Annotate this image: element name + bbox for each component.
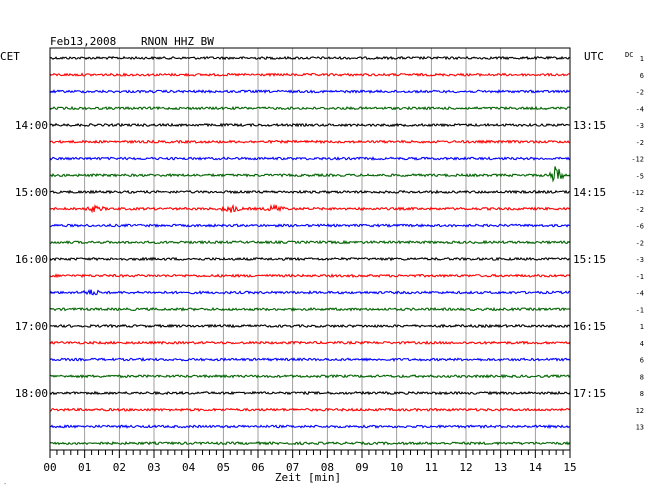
- dc-offset-label: 6: [640, 357, 644, 365]
- x-tick-label: 07: [286, 461, 299, 474]
- trace-line: [49, 356, 571, 362]
- trace-line: [49, 340, 571, 346]
- x-axis-title: Zeit [min]: [275, 471, 341, 484]
- cet-label: CET: [0, 50, 20, 63]
- cet-time-label: 16:00: [15, 253, 48, 266]
- dc-offset-label: 1: [640, 55, 644, 63]
- x-tick-label: 12: [459, 461, 472, 474]
- trace-line: [49, 189, 571, 195]
- utc-label: UTC: [584, 50, 604, 63]
- cet-time-label: 18:00: [15, 387, 48, 400]
- trace-line: [49, 288, 571, 296]
- x-tick-label: 09: [355, 461, 368, 474]
- trace-line: [49, 373, 571, 379]
- dc-offset-label: -6: [636, 223, 644, 231]
- x-tick-label: 11: [425, 461, 438, 474]
- x-tick-label: 00: [43, 461, 56, 474]
- dc-offset-label: -4: [636, 105, 644, 113]
- dc-offset-labels: 1 6 -2 -4 -3 -2 -12 -5 -12 -2 -6 -2 -3 -1 -4 -1 1 4 6 8 8 12 1…: [631, 55, 644, 432]
- dc-offset-label: 8: [640, 373, 644, 381]
- trace-line: [49, 203, 571, 214]
- dc-offset-label: 1: [640, 323, 644, 331]
- trace-line: [49, 306, 571, 312]
- utc-time-label: 15:15: [573, 253, 606, 266]
- x-tick-label: 14: [529, 461, 543, 474]
- dc-offset-label: -5: [636, 172, 644, 180]
- x-tick-label: 03: [147, 461, 160, 474]
- trace-line: [49, 423, 571, 430]
- dc-offset-label: -1: [636, 273, 644, 281]
- x-tick-label: 05: [217, 461, 230, 474]
- date-label: Feb13,2008: [50, 35, 116, 48]
- utc-time-label: 13:15: [573, 119, 606, 132]
- trace-line: [49, 72, 571, 78]
- trace-line: [49, 89, 571, 94]
- dc-offset-label: -2: [636, 139, 644, 147]
- station-label: RNON HHZ BW: [141, 35, 214, 48]
- corner-mark: ′: [3, 482, 7, 490]
- dc-offset-label: -4: [636, 290, 644, 298]
- x-axis: 00 01 02 03 04 05 06 07 08 09 10 11 12 13 14 15: [43, 450, 577, 474]
- plot-frame: [49, 47, 571, 451]
- dc-offset-label: -2: [636, 89, 644, 97]
- dc-offset-label: 13: [636, 424, 644, 432]
- utc-time-label: 17:15: [573, 387, 606, 400]
- dc-offset-label: -12: [631, 156, 644, 164]
- trace-line: [49, 407, 571, 413]
- x-tick-label: 10: [390, 461, 403, 474]
- x-tick-label: 01: [78, 461, 91, 474]
- x-tick-label: 02: [113, 461, 126, 474]
- x-tick-label: 04: [182, 461, 196, 474]
- utc-time-label: 14:15: [573, 186, 606, 199]
- cet-time-labels: 14:00 15:00 16:00 17:00 18:00: [15, 119, 48, 400]
- dc-header: DC: [625, 51, 633, 59]
- utc-time-label: 16:15: [573, 320, 606, 333]
- dc-offset-label: -12: [631, 189, 644, 197]
- traces: [49, 55, 571, 446]
- trace-line: [49, 122, 571, 128]
- cet-time-label: 15:00: [15, 186, 48, 199]
- dc-offset-label: -1: [636, 306, 644, 314]
- dc-offset-label: 12: [636, 407, 644, 415]
- trace-line: [49, 166, 571, 183]
- dc-offset-label: -3: [636, 122, 644, 130]
- dc-offset-label: -2: [636, 239, 644, 247]
- dc-offset-label: 4: [640, 340, 644, 348]
- utc-time-labels: 13:15 14:15 15:15 16:15 17:15: [573, 119, 606, 400]
- dc-offset-label: 8: [640, 390, 644, 398]
- dc-offset-label: -3: [636, 256, 644, 264]
- grid-lines: [84, 48, 536, 450]
- trace-line: [49, 55, 571, 61]
- cet-time-label: 17:00: [15, 320, 48, 333]
- trace-line: [49, 273, 571, 279]
- cet-time-label: 14:00: [15, 119, 48, 132]
- trace-line: [49, 256, 571, 262]
- dc-offset-label: -2: [636, 206, 644, 214]
- trace-line: [49, 390, 571, 396]
- trace-line: [49, 105, 571, 111]
- x-tick-label: 08: [321, 461, 334, 474]
- trace-line: [49, 323, 571, 329]
- trace-line: [50, 223, 571, 228]
- x-tick-label: 13: [494, 461, 507, 474]
- x-tick-label: 06: [251, 461, 264, 474]
- trace-line: [49, 156, 571, 161]
- trace-line: [49, 239, 571, 245]
- x-tick-label: 15: [563, 461, 576, 474]
- trace-line: [49, 440, 571, 446]
- dc-offset-label: 6: [640, 72, 644, 80]
- trace-line: [49, 139, 571, 145]
